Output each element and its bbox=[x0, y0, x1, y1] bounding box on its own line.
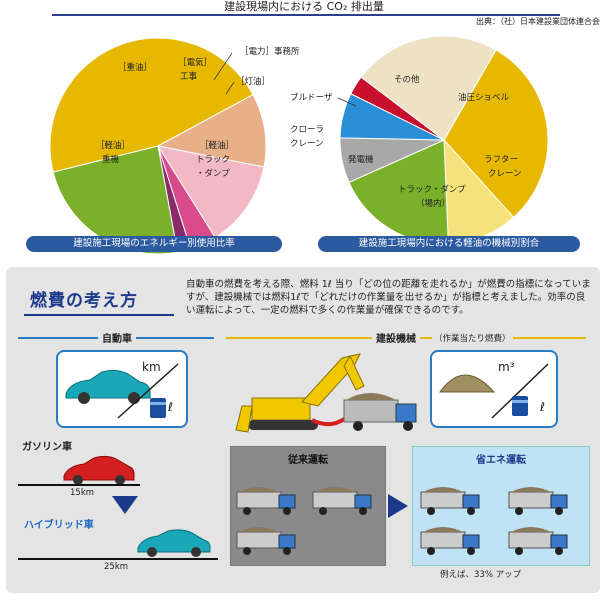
truck-icon bbox=[236, 527, 296, 555]
machine-fuel-graphic bbox=[439, 363, 549, 419]
unit-m3: m³ bbox=[498, 360, 515, 374]
pie-right bbox=[339, 35, 549, 245]
car-icon bbox=[65, 369, 151, 404]
label-crawler-1: クローラ bbox=[290, 125, 324, 135]
car-fuel-card bbox=[56, 350, 188, 428]
title-underline bbox=[52, 14, 560, 16]
label-electricity: ［電気］ bbox=[178, 57, 212, 68]
label-electricity-sub: 工事 bbox=[180, 71, 198, 82]
label-bulldozer: ブルドーザ bbox=[290, 92, 333, 103]
fuel-can-icon-machine bbox=[512, 396, 528, 416]
label-truck-2: （場内） bbox=[416, 198, 450, 209]
hybrid-label: ハイブリッド車 bbox=[24, 520, 94, 531]
unit-liter-machine: ℓ bbox=[540, 400, 545, 414]
label-crawler-2: クレーン bbox=[290, 139, 324, 149]
label-office: ［電力］事務所 bbox=[240, 46, 300, 57]
motion-arrow-icon bbox=[311, 414, 350, 427]
office-leader-line bbox=[213, 52, 233, 81]
eco-title: 省エネ運転 bbox=[476, 455, 526, 466]
conventional-box: 従来運転 bbox=[230, 446, 386, 566]
truck-icon bbox=[236, 487, 296, 515]
label-rough-2: クレーン bbox=[488, 169, 522, 179]
pie-left-slice-2 bbox=[156, 145, 265, 239]
fuel-can-icon bbox=[150, 398, 166, 418]
label-truck-1: トラック・ダンプ bbox=[398, 184, 466, 195]
label-diesel-truck-2: トラック bbox=[196, 155, 230, 165]
bulldozer-leader-line bbox=[337, 97, 357, 107]
ratio-line-machine bbox=[491, 363, 549, 419]
gasoline-label: ガソリン車 bbox=[22, 442, 72, 453]
soil-pile-icon bbox=[439, 374, 496, 393]
caption-right: 建設施工現場内における軽油の機械別割合 bbox=[318, 236, 580, 252]
label-generator: 発電機 bbox=[348, 154, 374, 165]
concept-paragraph: 自動車の燃費を考える際、燃料 1ℓ 当り「どの位の距離を走れるか」が燃費の指標に… bbox=[186, 279, 591, 316]
pie-left bbox=[49, 37, 267, 255]
pie-left-slice-1 bbox=[156, 93, 267, 168]
pie-left-slice-0 bbox=[49, 37, 254, 173]
distance-bar-hybrid bbox=[18, 558, 218, 560]
pie-charts: ［重油］ ［電気］ 工事 ［電力］事務所 ［灯油］ ［軽油］ トラック ・ダンプ… bbox=[49, 35, 549, 255]
machine-section-note: （作業当たり燃費） bbox=[432, 332, 513, 344]
gain-note: 例えば、33% アップ bbox=[440, 570, 522, 580]
source-note: 出典：（社）日本建設業団体連合会 bbox=[476, 17, 600, 26]
unit-km: km bbox=[142, 360, 161, 374]
label-diesel-machine-2: 重機 bbox=[102, 154, 120, 165]
excavator-icon bbox=[235, 353, 365, 433]
down-arrow-icon bbox=[112, 496, 138, 514]
truck-icon bbox=[420, 527, 480, 555]
eco-box: 省エネ運転 bbox=[412, 446, 590, 566]
truck-icon bbox=[312, 487, 372, 515]
distance-hybrid: 25km bbox=[104, 562, 129, 572]
conventional-title: 従来運転 bbox=[288, 455, 328, 466]
gasoline-car-icon bbox=[63, 455, 135, 485]
label-rough-1: ラフター bbox=[484, 155, 518, 165]
truck-icon bbox=[508, 527, 568, 555]
label-shovel: 油圧ショベル bbox=[458, 92, 510, 103]
conventional-trucks bbox=[236, 487, 372, 555]
distance-gasoline: 15km bbox=[70, 488, 95, 498]
dump-truck-icon bbox=[343, 393, 417, 431]
label-diesel-truck-1: ［軽油］ bbox=[200, 140, 234, 151]
label-kerosene: ［灯油］ bbox=[236, 76, 270, 87]
distance-bar-gasoline bbox=[18, 484, 140, 486]
car-section-label: 自動車 bbox=[98, 330, 136, 345]
kerosene-leader-line bbox=[225, 81, 235, 95]
chart-title: 建設現場内における CO₂ 排出量 bbox=[224, 0, 384, 13]
car-fuel-graphic bbox=[65, 363, 179, 419]
ratio-line bbox=[117, 363, 179, 419]
label-heavy-oil: ［重油］ bbox=[118, 62, 152, 73]
unit-liter-car: ℓ bbox=[168, 400, 173, 414]
heading-underline bbox=[24, 314, 174, 316]
pie-right-slice-6 bbox=[360, 35, 497, 141]
pie-right-slice-0 bbox=[443, 49, 549, 218]
excavator-illustration bbox=[235, 353, 417, 433]
truck-icon bbox=[420, 487, 480, 515]
label-diesel-machine-1: ［軽油］ bbox=[96, 140, 130, 151]
machine-section-label: 建設機械 bbox=[372, 330, 420, 345]
machine-fuel-card bbox=[430, 350, 558, 428]
caption-left: 建設施工現場のエネルギー別使用比率 bbox=[26, 236, 282, 252]
right-arrow-icon bbox=[388, 494, 408, 518]
eco-trucks bbox=[420, 487, 568, 555]
label-diesel-truck-3: ・ダンプ bbox=[196, 168, 230, 179]
label-other: その他 bbox=[394, 74, 420, 85]
hybrid-car-icon bbox=[137, 529, 211, 557]
truck-icon bbox=[508, 487, 568, 515]
concept-heading: 燃費の考え方 bbox=[30, 291, 138, 311]
